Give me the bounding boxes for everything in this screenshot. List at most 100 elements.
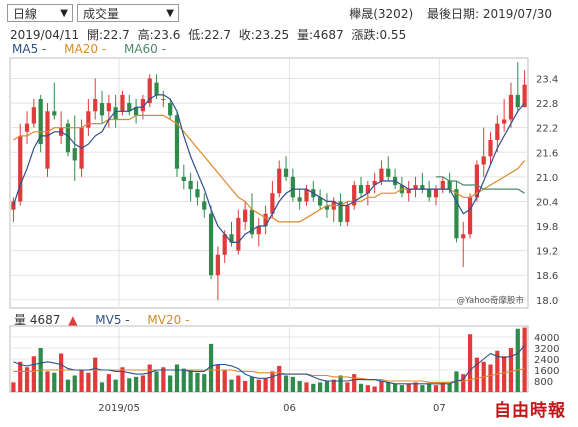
volume-bar — [474, 357, 479, 392]
volume-bar — [161, 367, 166, 392]
candle-body — [522, 84, 527, 108]
candle-body — [481, 156, 486, 165]
volume-bar — [236, 375, 241, 392]
candle-body — [181, 176, 186, 181]
volume-bar — [263, 378, 268, 392]
candle-body — [515, 94, 520, 108]
price-tick-label: 20.4 — [536, 197, 558, 208]
candle-body — [52, 111, 57, 116]
volume-bar — [147, 364, 152, 392]
volume-bar — [106, 374, 111, 392]
info-high: 高:23.6 — [137, 28, 181, 42]
candle-body — [133, 107, 139, 116]
candle-body — [379, 168, 384, 181]
volume-bar — [331, 379, 336, 392]
candle-body — [243, 209, 248, 222]
yahoo-credit: @Yahoo奇摩股市 — [456, 295, 524, 306]
volume-bar — [283, 375, 289, 392]
candle-body — [365, 185, 370, 194]
volume-bar — [318, 382, 323, 392]
volume-bar — [420, 385, 425, 392]
volume-bar — [86, 372, 91, 392]
candle-body — [236, 217, 241, 251]
volume-bar — [243, 381, 248, 392]
candle-body — [270, 193, 275, 214]
candle-body — [120, 94, 125, 112]
x-tick-label: 07 — [433, 403, 446, 414]
indicator-select-value: 成交量 — [83, 7, 120, 21]
volume-bar — [338, 375, 343, 392]
info-change: 漲跌:0.55 — [351, 28, 407, 42]
info-date: 2019/04/11 — [10, 28, 80, 42]
candle-body — [188, 180, 193, 190]
volume-bar — [188, 370, 193, 392]
volume-bar — [93, 357, 98, 392]
candle-body — [174, 115, 180, 169]
volume-bar — [290, 376, 295, 392]
indicator-select[interactable]: 成交量 ▼ — [77, 4, 179, 22]
volume-bar — [59, 353, 64, 392]
chevron-down-icon: ▼ — [166, 8, 174, 19]
period-select[interactable]: 日線 ▼ — [7, 4, 73, 22]
price-tick-label: 21.0 — [536, 173, 558, 184]
volume-bar — [277, 365, 282, 392]
candle-body — [208, 213, 214, 276]
period-select-value: 日線 — [13, 7, 38, 21]
volume-bar — [297, 381, 302, 392]
price-tick-label: 18.0 — [536, 296, 558, 307]
chevron-down-icon: ▼ — [60, 8, 68, 19]
price-tick-label: 22.2 — [536, 124, 558, 135]
candle-body — [31, 107, 36, 124]
volume-bar — [433, 385, 439, 392]
candle-body — [249, 209, 255, 235]
candle-body — [386, 168, 391, 177]
volume-bar — [454, 371, 459, 392]
volume-bar — [358, 383, 364, 392]
candle-body — [440, 180, 445, 190]
volume-bar — [168, 375, 173, 392]
info-low: 低:22.7 — [188, 28, 231, 42]
volume-bar — [133, 376, 139, 392]
last-date: 最後日期: 2019/07/30 — [426, 7, 552, 21]
volume-bar — [18, 361, 23, 392]
candle-body — [318, 197, 323, 206]
volume-bar — [508, 348, 514, 392]
candle-body — [18, 135, 23, 202]
volume-bar — [256, 379, 261, 392]
info-volume: 量:4687 — [297, 28, 344, 42]
volume-bar — [127, 378, 132, 392]
volume-bar — [215, 364, 220, 392]
candle-body — [106, 103, 111, 112]
candle-body — [256, 226, 261, 235]
mv20-line — [13, 368, 525, 383]
candle-body — [488, 139, 493, 157]
volume-bar — [208, 343, 214, 392]
candle-body — [297, 197, 302, 202]
price-plot-frame — [9, 57, 529, 309]
x-tick-label: 06 — [283, 403, 296, 414]
price-tick-label: 19.2 — [536, 247, 558, 258]
volume-legend: 量 4687 ▲ MV5 - MV20 - — [14, 311, 193, 328]
candle-body — [229, 234, 234, 243]
candle-body — [433, 189, 439, 198]
volume-bar — [113, 379, 118, 392]
volume-tick-label: 800 — [534, 377, 553, 388]
candle-body — [65, 123, 71, 153]
legend-volume: 量 4687 — [14, 313, 61, 327]
legend-ma60: MA60 - — [123, 42, 166, 56]
volume-bar — [399, 385, 405, 392]
volume-bar — [392, 383, 398, 392]
volume-tick-label: 2400 — [534, 355, 559, 366]
candle-body — [467, 197, 473, 235]
volume-bar — [154, 371, 159, 392]
candle-body — [202, 201, 207, 210]
candle-body — [420, 185, 425, 190]
price-tick-label: 21.6 — [536, 148, 558, 159]
volume-bar — [365, 385, 370, 392]
ma60-line — [436, 176, 525, 194]
volume-bar — [229, 379, 234, 392]
volume-bar — [467, 334, 473, 392]
volume-bar — [181, 368, 186, 392]
candle-body — [508, 94, 514, 120]
